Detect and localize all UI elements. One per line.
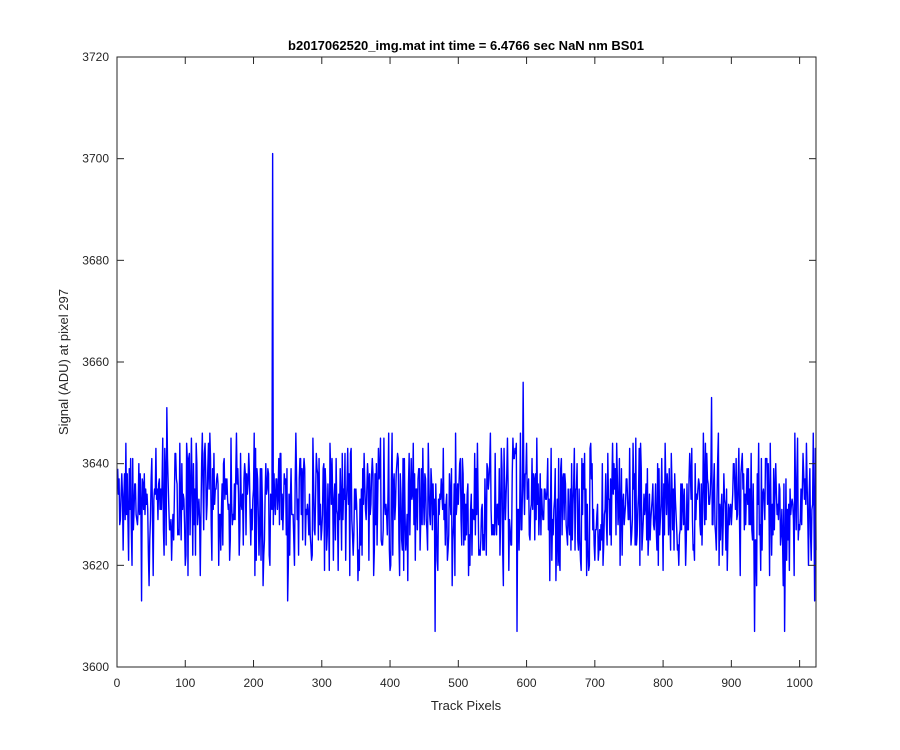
x-tick-label: 300 [312, 676, 332, 690]
x-tick-label: 700 [585, 676, 605, 690]
y-tick-label: 3720 [82, 50, 109, 64]
x-tick-label: 900 [721, 676, 741, 690]
y-tick-label: 3680 [82, 253, 109, 267]
x-tick-label: 400 [380, 676, 400, 690]
x-tick-label: 800 [653, 676, 673, 690]
y-tick-label: 3640 [82, 457, 109, 471]
plot-area [117, 57, 816, 667]
y-tick-label: 3660 [82, 355, 109, 369]
x-axis-label: Track Pixels [431, 698, 502, 713]
y-tick-label: 3620 [82, 558, 109, 572]
y-tick-label: 3700 [82, 152, 109, 166]
x-tick-label: 0 [114, 676, 121, 690]
y-tick-label: 3600 [82, 660, 109, 674]
x-tick-label: 1000 [786, 676, 813, 690]
x-tick-label: 100 [175, 676, 195, 690]
x-tick-label: 500 [448, 676, 468, 690]
series-layer [116, 152, 817, 633]
y-axis-label: Signal (ADU) at pixel 297 [56, 289, 71, 435]
x-tick-label: 200 [244, 676, 264, 690]
ticks-layer: 0 100 200 300 400 500 600 700 800 900 1000 3600 3620… [82, 50, 816, 690]
chart-title: b2017062520_img.mat int time = 6.4766 se… [288, 38, 644, 53]
signal-series-line [116, 152, 817, 633]
x-tick-label: 600 [517, 676, 537, 690]
